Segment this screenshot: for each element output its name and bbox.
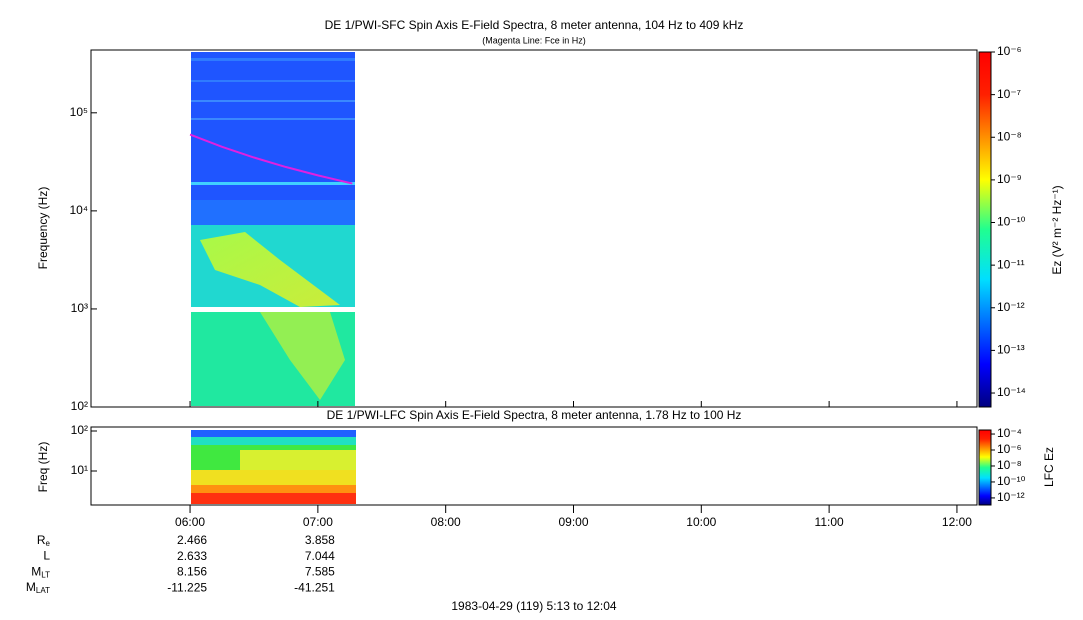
ephemeris-value: 3.858 [305,533,335,547]
lower-frame [90,426,978,506]
y-label: Frequency (Hz) [36,187,50,270]
colorbar-label: LFC Ez [1042,447,1056,487]
colorbar-tick-label: 10⁻¹⁰ [997,215,1026,229]
colorbar-tick-label: 10⁻⁶ [997,442,1022,456]
chart-title: DE 1/PWI-SFC Spin Axis E-Field Spectra, … [325,18,744,32]
ephemeris-value: -11.225 [167,580,207,594]
y-tick-label: 10³ [71,301,88,315]
lower-title: DE 1/PWI-LFC Spin Axis E-Field Spectra, … [327,408,742,422]
subtitle: (Magenta Line: Fce in Hz) [482,35,586,45]
colorbar [978,429,992,506]
ephemeris-name: L [43,549,50,563]
colorbar-tick-label: 10⁻¹³ [997,343,1025,357]
spectrogram [191,52,356,504]
ephemeris-value: 2.466 [177,533,207,547]
y-tick-label: 10² [71,399,88,413]
footer: 1983-04-29 (119) 5:13 to 12:04 [451,599,617,613]
ephemeris-symbol: M [31,565,41,579]
x-tick-label: 12:00 [942,515,972,529]
x-tick-label: 06:00 [175,515,205,529]
colorbar-tick-label: 10⁻⁹ [997,172,1022,186]
ephemeris-value: 8.156 [177,565,207,579]
y-tick-label: 10⁴ [69,203,88,217]
x-tick-label: 10:00 [686,515,716,529]
colorbar-tick-label: 10⁻⁸ [997,458,1022,472]
main-frame [90,49,978,408]
ephemeris-symbol: L [43,549,50,563]
colorbar-tick-label: 10⁻¹⁰ [997,474,1026,488]
ephemeris-value: -41.251 [294,580,335,594]
colorbar-tick-label: 10⁻¹² [997,300,1025,314]
colorbar-tick-label: 10⁻⁴ [997,426,1022,440]
x-tick-label: 09:00 [558,515,588,529]
ephemeris-subscript: e [46,539,51,548]
ephemeris-value: 7.044 [305,549,335,563]
y-tick-label: 10¹ [71,463,88,477]
colorbar-label: Ez (V² m⁻² Hz⁻¹) [1050,185,1064,274]
ephemeris-subscript: LT [41,571,50,580]
ephemeris-name: MLT [31,565,50,580]
colorbar-tick-label: 10⁻¹¹ [997,257,1025,271]
ephemeris-name: Re [37,533,51,548]
ephemeris-symbol: R [37,533,46,547]
ephemeris-subscript: LAT [36,586,50,595]
y-tick-label: 10² [71,423,88,437]
colorbar-tick-label: 10⁻¹² [997,490,1025,504]
x-tick-label: 08:00 [431,515,461,529]
x-tick-label: 07:00 [303,515,333,529]
colorbar-tick-label: 10⁻⁷ [997,87,1021,101]
ephemeris-name: MLAT [26,580,50,595]
ephemeris-symbol: M [26,580,36,594]
colorbar-tick-label: 10⁻¹⁴ [997,385,1026,399]
ephemeris-value: 2.633 [177,549,207,563]
colorbar-tick-label: 10⁻⁶ [997,44,1022,58]
x-tick-label: 11:00 [815,515,844,529]
colorbar [978,51,992,408]
y-tick-label: 10⁵ [70,105,88,119]
colorbar-tick-label: 10⁻⁸ [997,129,1022,143]
ephemeris-value: 7.585 [305,565,335,579]
fce-line [189,133,353,185]
y-label: Freq (Hz) [36,442,50,493]
